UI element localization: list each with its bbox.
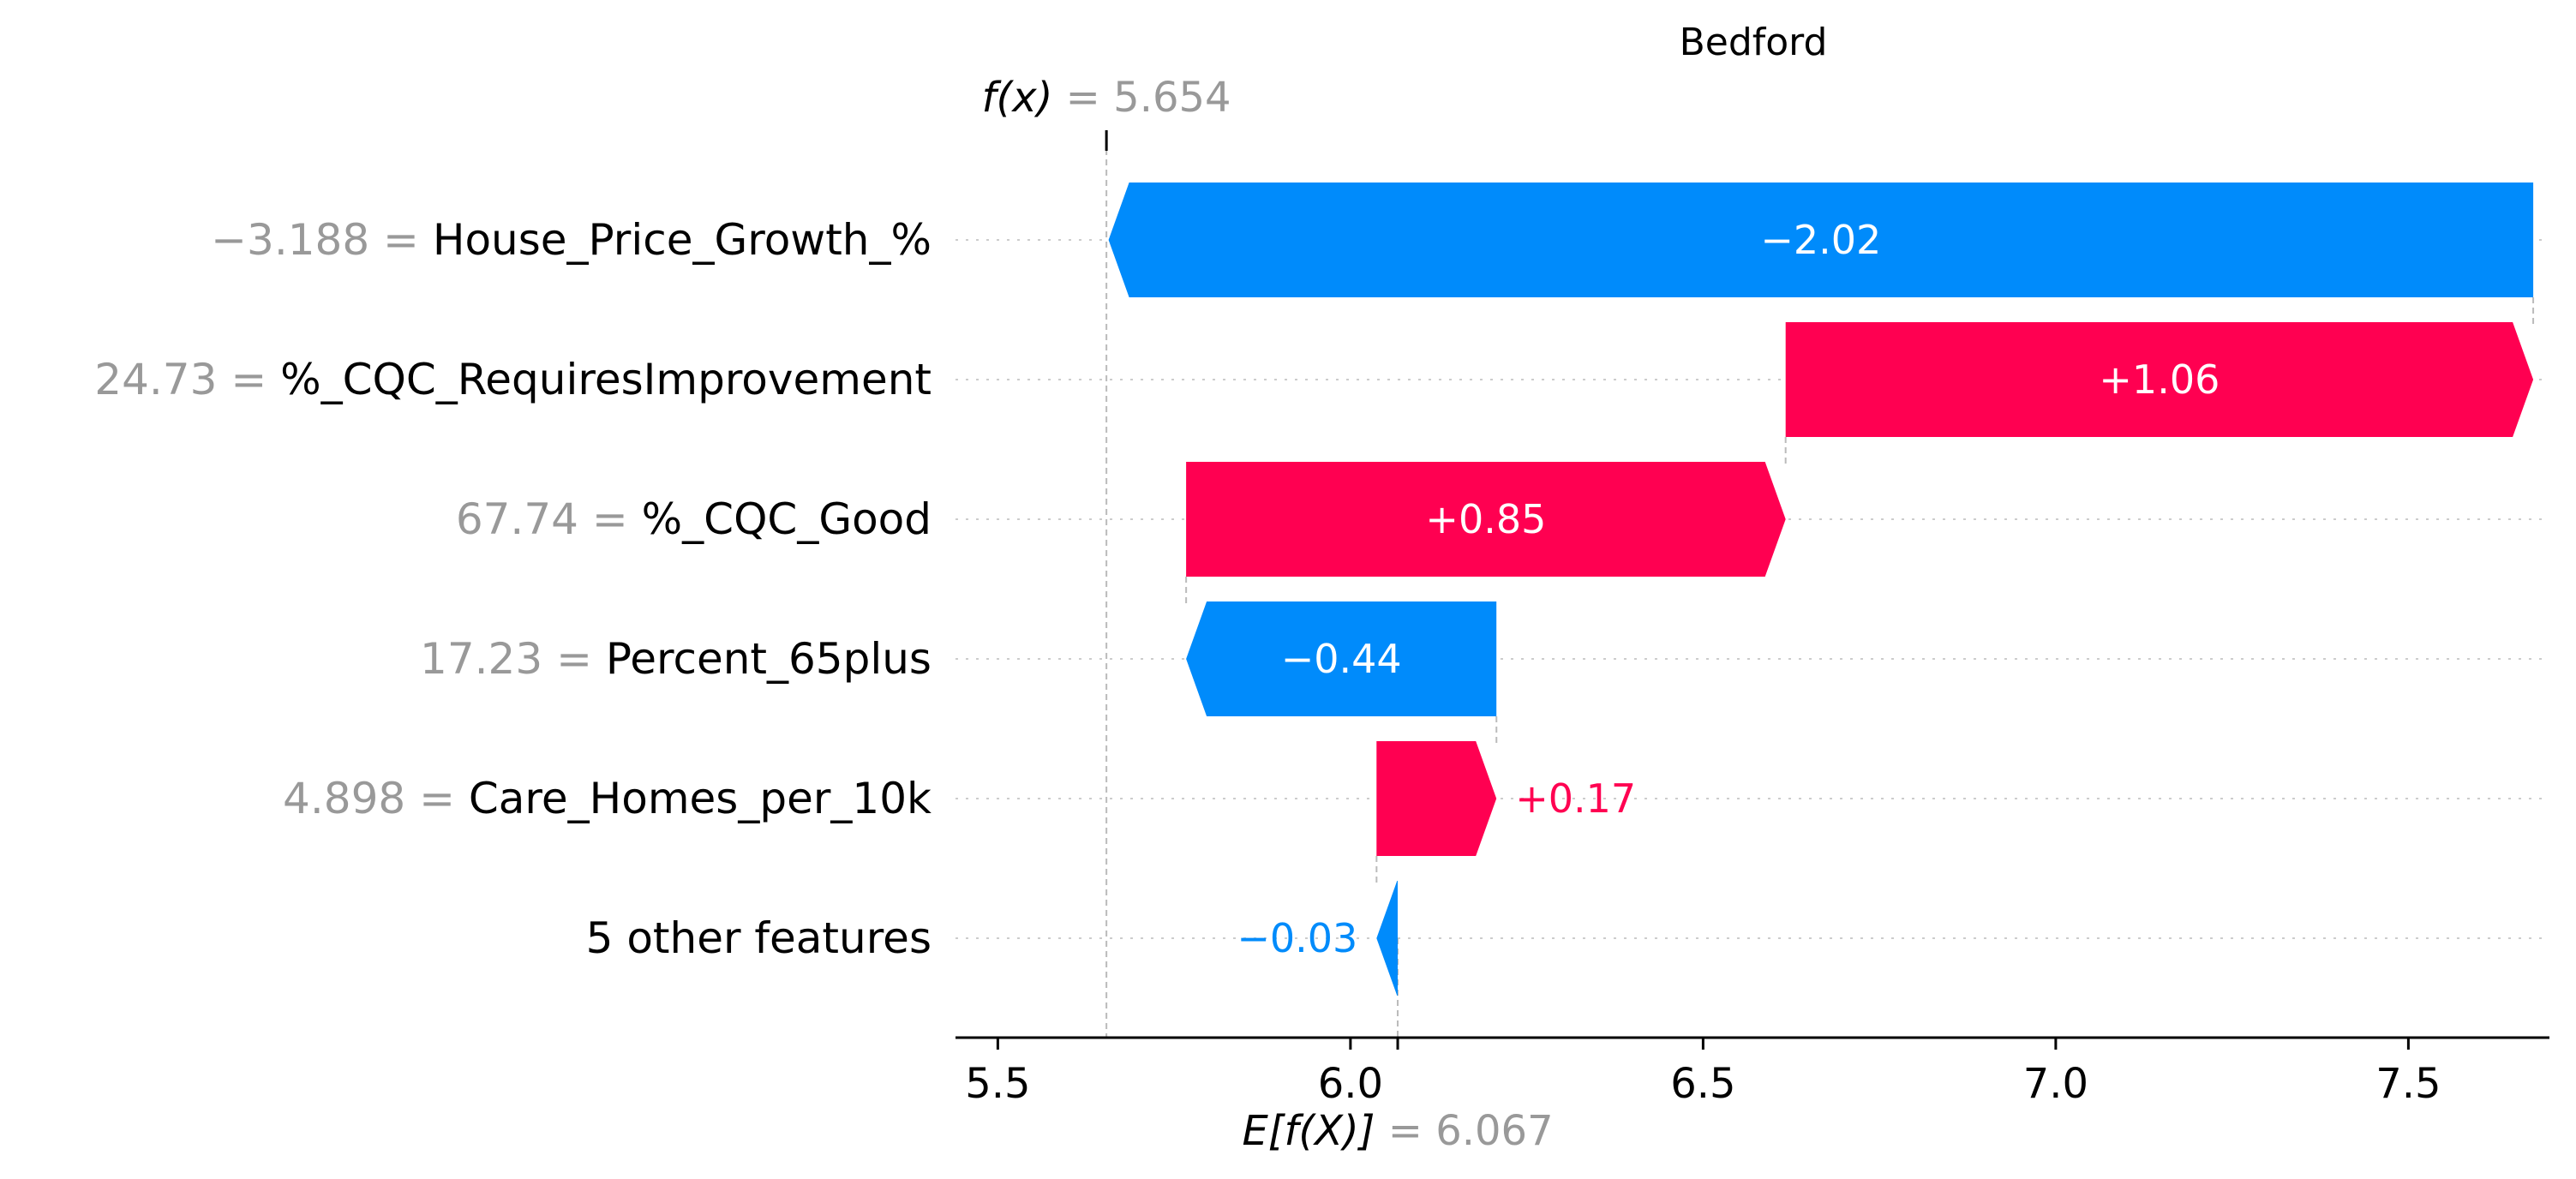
- output-value-name: f(x): [982, 74, 1066, 122]
- base-value-annotation: E[f(X)] = 6.067: [1242, 1107, 1553, 1155]
- bar-value-label: −2.02: [1760, 217, 1881, 263]
- feature-value: 17.23 =: [420, 634, 606, 684]
- feature-label: 24.73 = %_CQC_RequiresImprovement: [94, 355, 932, 404]
- bar-value-label: +1.06: [2099, 356, 2220, 403]
- base-value-number: = 6.067: [1388, 1107, 1554, 1155]
- bar-value-label: +0.17: [1515, 775, 1636, 822]
- reference-lines: [1105, 130, 1399, 1038]
- feature-name: %_CQC_RequiresImprovement: [280, 355, 932, 404]
- output-value-number: = 5.654: [1066, 74, 1231, 122]
- feature-value: 67.74 =: [456, 494, 642, 544]
- x-tick-label: 6.5: [1670, 1060, 1735, 1108]
- bar-value-label: −0.44: [1281, 636, 1402, 682]
- feature-labels: −2.02 −3.188 = House_Price_Growth_% +1.06 2…: [94, 215, 2220, 963]
- bars: [1108, 183, 2535, 996]
- feature-label: 5 other features: [586, 913, 932, 963]
- bar-2: [1785, 322, 2534, 437]
- feature-value: 4.898 =: [283, 774, 469, 823]
- feature-value: 24.73 =: [94, 355, 280, 404]
- x-axis: 5.5 6.0 6.5 7.0 7.5: [956, 1036, 2549, 1108]
- bar-6: [1376, 881, 1398, 996]
- x-tick-label: 6.0: [1318, 1060, 1383, 1108]
- feature-name: %_CQC_Good: [642, 494, 932, 544]
- bar-1: [1108, 183, 2534, 297]
- feature-name: Percent_65plus: [606, 634, 932, 684]
- feature-name: Care_Homes_per_10k: [469, 774, 932, 823]
- feature-name: House_Price_Growth_%: [433, 215, 932, 265]
- x-tick-label: 7.0: [2023, 1060, 2088, 1108]
- chart-title: Bedford: [1680, 21, 1828, 64]
- bar-value-label: −0.03: [1237, 915, 1357, 961]
- feature-label: 67.74 = %_CQC_Good: [456, 494, 932, 544]
- bar-3: [1186, 462, 1786, 577]
- bar-5: [1376, 741, 1497, 856]
- x-tick-label: 7.5: [2375, 1060, 2441, 1108]
- feature-label: −3.188 = House_Price_Growth_%: [211, 215, 932, 265]
- bar-4: [1186, 601, 1497, 716]
- output-value-annotation: f(x) = 5.654: [982, 74, 1231, 122]
- base-value-name: E[f(X)]: [1242, 1107, 1387, 1155]
- feature-label: 4.898 = Care_Homes_per_10k: [283, 774, 932, 823]
- feature-value: −3.188 =: [211, 215, 433, 265]
- feature-name: 5 other features: [586, 913, 932, 963]
- value-annotations: f(x) = 5.654 E[f(X)] = 6.067: [982, 74, 1554, 1155]
- bar-value-label: +0.85: [1425, 496, 1546, 542]
- feature-label: 17.23 = Percent_65plus: [420, 634, 932, 684]
- x-tick-label: 5.5: [965, 1060, 1030, 1108]
